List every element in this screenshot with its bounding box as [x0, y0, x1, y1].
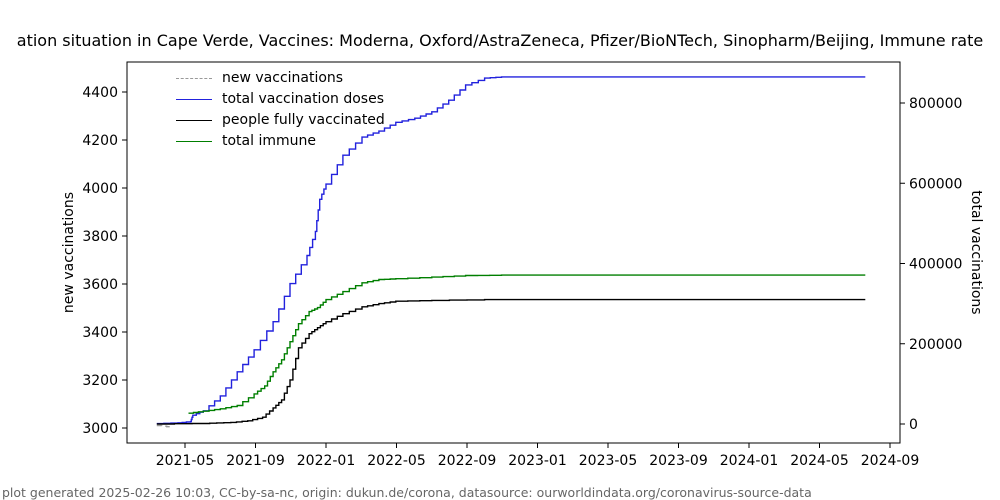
- x-axis-tick-label: 2023-05: [579, 453, 638, 469]
- chart-title: ation situation in Cape Verde, Vaccines:…: [16, 31, 984, 50]
- right-axis-tick-label: 200000: [909, 337, 962, 353]
- left-axis-tick-label: 4200: [82, 133, 118, 149]
- series-line-new-vaccinations: [156, 424, 173, 428]
- legend-item-people-fully-vaccinated: people fully vaccinated: [176, 112, 385, 128]
- left-axis-tick-label: 3200: [82, 373, 118, 389]
- right-axis-tick-label: 800000: [909, 96, 962, 112]
- x-axis-tick-label: 2024-01: [720, 453, 779, 469]
- plot-frame: [126, 61, 901, 444]
- left-axis-tick-label: 3400: [82, 325, 118, 341]
- dashed-line-swatch: [176, 77, 212, 79]
- right-axis-label: total vaccinations: [968, 190, 984, 314]
- legend-label: total immune: [222, 133, 316, 149]
- x-axis-tick-label: 2022-05: [367, 453, 426, 469]
- left-axis-tick-label: 3000: [82, 421, 118, 437]
- left-axis-tick-label: 3600: [82, 277, 118, 293]
- right-axis-tick-label: 400000: [909, 257, 962, 273]
- line-swatch: [176, 140, 212, 142]
- right-axis-tick-label: 0: [909, 417, 918, 433]
- x-axis-tick-label: 2023-09: [649, 453, 708, 469]
- x-axis-tick-label: 2024-05: [790, 453, 849, 469]
- title-clip: ation situation in Cape Verde, Vaccines:…: [0, 30, 1000, 54]
- x-axis-tick-label: 2024-09: [861, 453, 920, 469]
- legend: new vaccinations total vaccination doses…: [168, 67, 393, 152]
- series-line-total-immune: [188, 274, 866, 414]
- series-line-people-fully-vaccinated: [156, 298, 866, 425]
- x-axis-tick-label: 2022-09: [438, 453, 497, 469]
- line-swatch: [176, 98, 212, 100]
- x-axis-tick-label: 2023-01: [508, 453, 567, 469]
- footer-credits: plot generated 2025-02-26 10:03, CC-by-s…: [2, 485, 812, 500]
- x-axis-tick-label: 2022-01: [297, 453, 356, 469]
- legend-label: new vaccinations: [222, 70, 344, 86]
- line-swatch: [176, 119, 212, 121]
- legend-item-new-vaccinations: new vaccinations: [176, 70, 385, 86]
- left-axis-tick-label: 4400: [82, 85, 118, 101]
- left-axis-label: new vaccinations: [61, 192, 77, 313]
- legend-label: total vaccination doses: [222, 91, 384, 107]
- legend-item-total-immune: total immune: [176, 133, 385, 149]
- x-axis-tick-label: 2021-05: [156, 453, 215, 469]
- left-axis-tick-label: 3800: [82, 229, 118, 245]
- right-axis-tick-label: 600000: [909, 176, 962, 192]
- x-axis-tick-label: 2021-09: [226, 453, 285, 469]
- legend-label: people fully vaccinated: [222, 112, 385, 128]
- legend-item-total-vaccination-doses: total vaccination doses: [176, 91, 385, 107]
- left-axis-tick-label: 4000: [82, 181, 118, 197]
